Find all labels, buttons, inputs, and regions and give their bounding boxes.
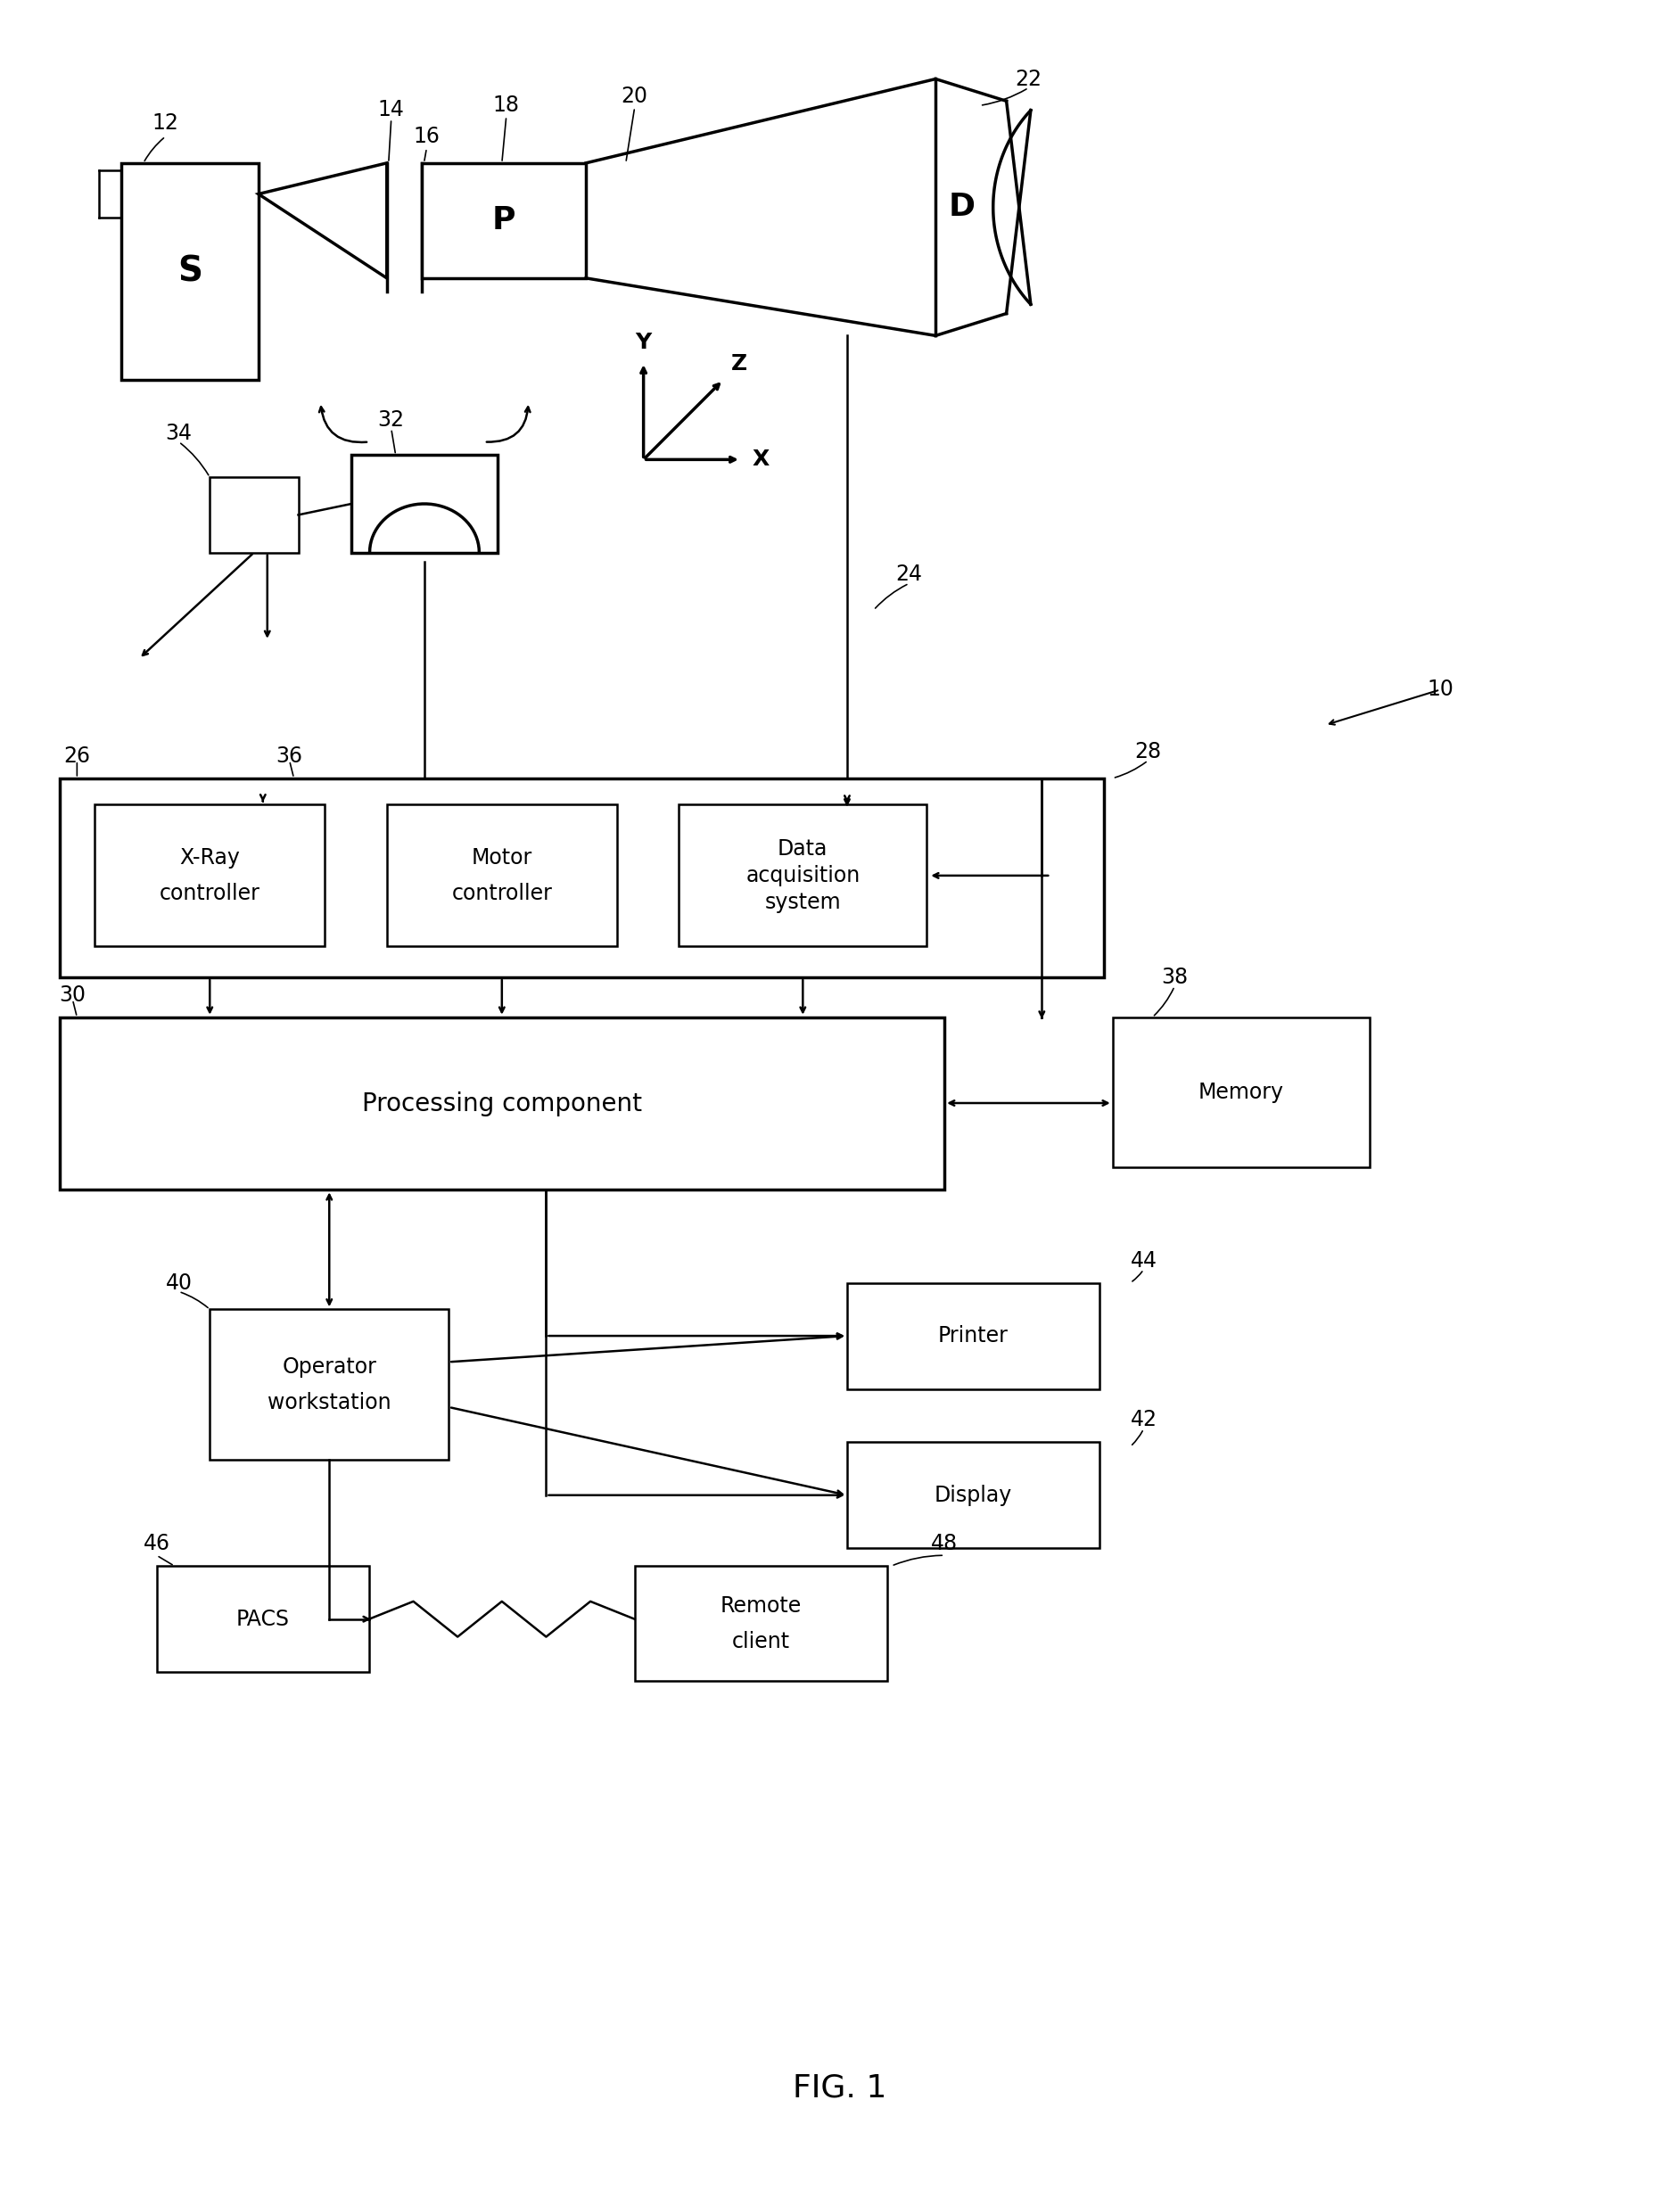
Bar: [210, 477, 299, 552]
Bar: [156, 1567, 370, 1673]
Bar: [121, 163, 259, 380]
Text: acquisition: acquisition: [746, 865, 860, 887]
Text: 18: 18: [492, 95, 519, 117]
Bar: [386, 806, 617, 947]
Text: X: X: [751, 448, 769, 470]
Text: FIG. 1: FIG. 1: [793, 2072, 887, 2103]
Text: client: client: [732, 1631, 790, 1651]
Text: Printer: Printer: [937, 1324, 1008, 1346]
Text: 44: 44: [1131, 1249, 1158, 1271]
Bar: [59, 779, 1104, 978]
Bar: [94, 806, 324, 947]
Bar: [1112, 1017, 1369, 1168]
Bar: [351, 455, 497, 552]
Text: 28: 28: [1134, 742, 1161, 761]
Bar: [847, 1282, 1099, 1388]
Text: Data: Data: [778, 839, 828, 861]
Text: 14: 14: [378, 99, 405, 121]
Text: Operator: Operator: [282, 1355, 376, 1377]
Text: Motor: Motor: [472, 847, 533, 870]
Text: 24: 24: [895, 565, 922, 585]
Text: PACS: PACS: [237, 1609, 289, 1629]
Text: S: S: [178, 254, 202, 289]
Text: Display: Display: [934, 1485, 1011, 1505]
Bar: [59, 1017, 944, 1190]
Text: 16: 16: [413, 126, 440, 148]
Bar: [847, 1441, 1099, 1549]
Text: 36: 36: [276, 746, 302, 766]
Text: X-Ray: X-Ray: [180, 847, 240, 870]
Text: 22: 22: [1015, 68, 1042, 90]
Text: controller: controller: [160, 883, 260, 905]
Text: 40: 40: [165, 1271, 192, 1293]
Text: system: system: [764, 892, 842, 914]
Text: 34: 34: [165, 422, 192, 444]
Text: 42: 42: [1131, 1410, 1158, 1430]
Text: 10: 10: [1426, 680, 1453, 700]
Text: controller: controller: [452, 883, 553, 905]
Text: Memory: Memory: [1198, 1081, 1284, 1104]
Text: P: P: [492, 205, 516, 236]
Bar: [422, 163, 586, 278]
Text: D: D: [949, 192, 976, 223]
Text: 32: 32: [378, 408, 405, 430]
Text: 48: 48: [931, 1534, 958, 1554]
Text: Z: Z: [731, 353, 748, 375]
Bar: [210, 1309, 449, 1459]
Text: 38: 38: [1161, 967, 1188, 989]
Text: Processing component: Processing component: [361, 1090, 642, 1117]
Text: 30: 30: [59, 984, 86, 1006]
Bar: [679, 806, 927, 947]
Text: 12: 12: [153, 113, 178, 135]
Text: Remote: Remote: [721, 1596, 801, 1616]
Bar: [635, 1567, 887, 1682]
Text: Y: Y: [635, 331, 652, 353]
Text: 20: 20: [622, 86, 648, 108]
Text: 26: 26: [64, 746, 91, 766]
Text: workstation: workstation: [267, 1393, 391, 1412]
Text: 46: 46: [143, 1534, 170, 1554]
